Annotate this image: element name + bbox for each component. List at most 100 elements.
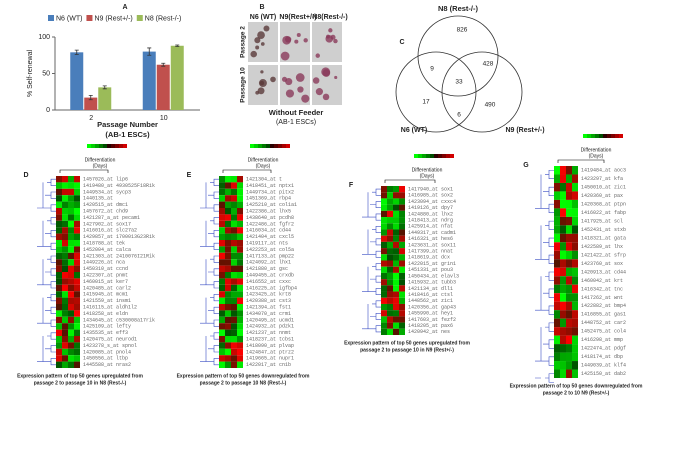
color-key: [262, 144, 266, 148]
gene-label: 1421304_at t: [246, 177, 282, 183]
heatmap-cell: [560, 267, 566, 277]
heatmap-cell: [387, 241, 393, 249]
heatmap-cell: [566, 259, 572, 268]
gene-label: 1417603_at fezf2: [408, 317, 456, 323]
panel-label: D: [23, 172, 28, 179]
heatmap-cell: [219, 355, 225, 362]
heatmap-cell: [387, 316, 393, 323]
heatmap-cell: [572, 327, 578, 336]
heatmap-cell: [399, 186, 405, 193]
heatmap-cell: [572, 293, 578, 302]
heatmap-cell: [74, 342, 80, 349]
gene-label: 1421237_at nnmt: [246, 330, 291, 336]
heatmap-cell: [399, 266, 405, 273]
heatmap-cell: [560, 250, 566, 260]
heatmap-cell: [566, 327, 572, 336]
row-header: Passage 2: [240, 26, 247, 58]
heatmap-cell: [399, 223, 405, 230]
error-bar: [175, 44, 180, 47]
heatmap-cell: [231, 214, 237, 221]
heatmap-cell: [237, 214, 243, 221]
heatmap-cell: [68, 214, 74, 221]
heatmap-cell: [74, 272, 80, 279]
color-key: [103, 144, 107, 148]
heatmap-cell: [219, 252, 225, 260]
heatmap-cell: [393, 260, 399, 267]
heatmap-cell: [56, 214, 62, 221]
colony: [259, 80, 265, 86]
heatmap-cell: [231, 329, 237, 336]
gene-label: 1423425_at krt8: [246, 292, 291, 298]
heatmap-cell: [554, 216, 560, 226]
gene-label: 1425150_at dab2: [581, 371, 626, 377]
heatmap-cell: [68, 252, 74, 260]
colony: [263, 25, 270, 32]
heatmap-cell: [560, 242, 566, 251]
gene-label: 1418090_at plvap: [246, 343, 294, 349]
heatmap-cell: [399, 217, 405, 224]
colony: [328, 28, 333, 33]
heatmap-cell: [62, 233, 68, 240]
heatmap-cell: [62, 176, 68, 183]
color-key: [95, 144, 99, 148]
gene-label: 1418619_at dcx: [408, 255, 450, 261]
color-key: [266, 144, 270, 148]
gene-label: 1417940_at sox1: [408, 186, 453, 192]
heatmap-cell: [62, 297, 68, 304]
heatmap-cell: [560, 318, 566, 328]
heatmap-cell: [554, 225, 560, 234]
heatmap-cell: [554, 174, 560, 183]
row-header: Passage 10: [240, 67, 247, 103]
gene-label: 1457026_at lip6: [83, 177, 128, 183]
venn-circle: [441, 51, 523, 133]
color-key: [107, 144, 111, 148]
heatmap-cell: [74, 259, 80, 266]
heatmap-cell: [56, 297, 62, 304]
color-key: [254, 144, 258, 148]
color-key: [607, 134, 611, 138]
heatmap-cell: [62, 304, 68, 311]
heatmap-cell: [56, 304, 62, 311]
heatmap-cell: [237, 310, 243, 317]
heatmap-cell: [393, 266, 399, 273]
heatmap-cell: [74, 355, 80, 362]
heatmap-cell: [74, 310, 80, 317]
column-header: N9(Rest+/-): [279, 14, 316, 21]
heatmap-cell: [74, 182, 80, 189]
region-count: 9: [430, 66, 434, 73]
gene-label: 1418451_at nptx1: [246, 183, 294, 189]
region-count: 490: [485, 102, 496, 109]
heatmap-cell: [231, 361, 237, 368]
heatmap-cell: [225, 291, 231, 298]
heatmap-header: (Days): [589, 153, 604, 159]
heatmap-cell: [566, 301, 572, 311]
set-label: N8 (Rest-/-): [438, 4, 479, 13]
caption: Expression pattern of top 50 genes downr…: [510, 383, 643, 389]
heatmap-cell: [381, 198, 387, 205]
bracket: [384, 179, 436, 183]
gene-label: 1423278_s_at spnol: [83, 343, 137, 349]
heatmap-cell: [62, 361, 68, 368]
colony: [322, 69, 331, 77]
heatmap-cell: [219, 208, 225, 215]
gene-label: 1416321_at hes6: [408, 236, 453, 242]
heatmap-cell: [219, 297, 225, 304]
color-key: [123, 144, 127, 148]
heatmap-cell: [381, 266, 387, 273]
heatmap-cell: [381, 186, 387, 193]
color-key: [258, 144, 262, 148]
gene-label: 1422589_at lhx: [581, 244, 623, 250]
heatmap-cell: [393, 322, 399, 329]
colony: [322, 93, 330, 101]
heatmap-cell: [387, 310, 393, 317]
heatmap-cell: [68, 284, 74, 292]
heatmap-cell: [56, 182, 62, 189]
heatmap-cell: [68, 195, 74, 202]
heatmap-cell: [399, 260, 405, 267]
heatmap-cell: [381, 285, 387, 292]
heatmap-cell: [387, 297, 393, 304]
heatmap-cell: [393, 192, 399, 199]
heatmap-cell: [231, 208, 237, 215]
gene-label: 1449734_at pitx2: [246, 189, 294, 195]
heatmap-cell: [381, 310, 387, 317]
